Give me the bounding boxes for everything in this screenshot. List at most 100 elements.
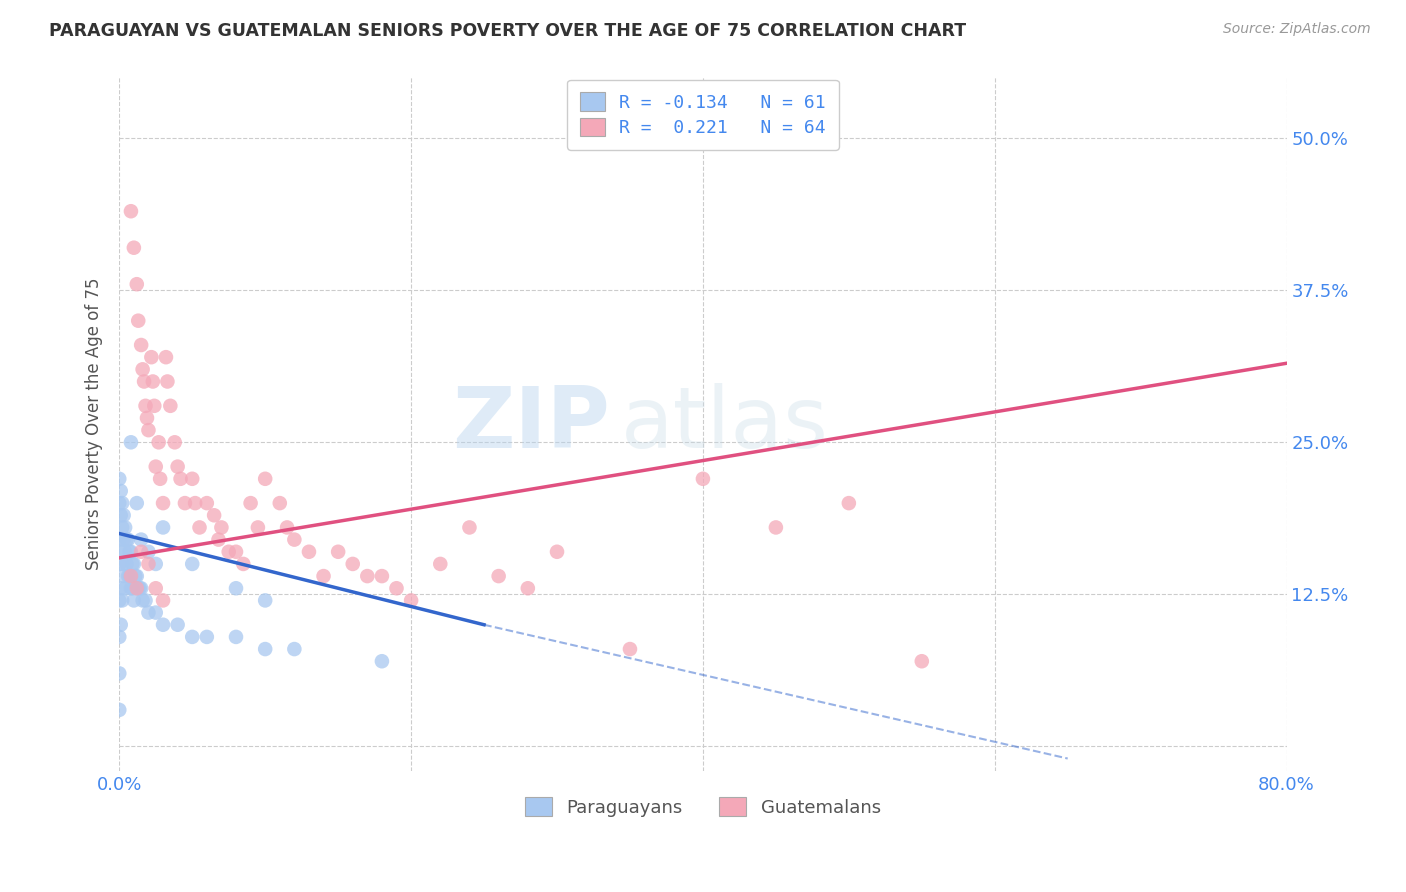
Point <box>131 362 153 376</box>
Point <box>108 593 131 607</box>
Point <box>142 375 165 389</box>
Point <box>169 472 191 486</box>
Point <box>765 520 787 534</box>
Point <box>122 593 145 607</box>
Point <box>145 606 167 620</box>
Point <box>232 557 254 571</box>
Point <box>118 569 141 583</box>
Point <box>218 545 240 559</box>
Point <box>108 557 131 571</box>
Point <box>254 593 277 607</box>
Point <box>546 545 568 559</box>
Point <box>516 581 538 595</box>
Point <box>184 496 207 510</box>
Text: ZIP: ZIP <box>451 383 610 466</box>
Point <box>127 581 149 595</box>
Point <box>312 569 335 583</box>
Point <box>195 630 218 644</box>
Point <box>138 423 160 437</box>
Point <box>138 606 160 620</box>
Point <box>619 642 641 657</box>
Point <box>254 642 277 657</box>
Point <box>488 569 510 583</box>
Point <box>110 545 132 559</box>
Point <box>125 496 148 510</box>
Text: atlas: atlas <box>621 383 830 466</box>
Point <box>152 520 174 534</box>
Point <box>225 581 247 595</box>
Point <box>114 545 136 559</box>
Point <box>145 459 167 474</box>
Point <box>163 435 186 450</box>
Point <box>108 630 131 644</box>
Point <box>127 314 149 328</box>
Point <box>155 350 177 364</box>
Point <box>124 569 146 583</box>
Point <box>399 593 422 607</box>
Point <box>298 545 321 559</box>
Point <box>276 520 298 534</box>
Point <box>166 459 188 474</box>
Point <box>125 581 148 595</box>
Point <box>120 204 142 219</box>
Point <box>328 545 350 559</box>
Point <box>207 533 229 547</box>
Point <box>110 483 132 498</box>
Point <box>225 545 247 559</box>
Point <box>174 496 197 510</box>
Point <box>152 496 174 510</box>
Point <box>118 545 141 559</box>
Point <box>122 557 145 571</box>
Point <box>120 569 142 583</box>
Point <box>159 399 181 413</box>
Text: PARAGUAYAN VS GUATEMALAN SENIORS POVERTY OVER THE AGE OF 75 CORRELATION CHART: PARAGUAYAN VS GUATEMALAN SENIORS POVERTY… <box>49 22 966 40</box>
Point <box>202 508 225 523</box>
Point <box>152 617 174 632</box>
Point <box>121 581 143 595</box>
Point <box>120 435 142 450</box>
Point <box>148 435 170 450</box>
Point <box>254 472 277 486</box>
Point <box>138 557 160 571</box>
Point <box>181 630 204 644</box>
Point <box>110 508 132 523</box>
Point <box>131 593 153 607</box>
Point <box>371 654 394 668</box>
Point <box>114 520 136 534</box>
Point <box>145 557 167 571</box>
Y-axis label: Seniors Poverty Over the Age of 75: Seniors Poverty Over the Age of 75 <box>86 277 103 570</box>
Point <box>429 557 451 571</box>
Point <box>120 581 142 595</box>
Text: Source: ZipAtlas.com: Source: ZipAtlas.com <box>1223 22 1371 37</box>
Point <box>141 350 163 364</box>
Point <box>181 472 204 486</box>
Point <box>108 472 131 486</box>
Point <box>110 617 132 632</box>
Point <box>129 533 152 547</box>
Point <box>152 593 174 607</box>
Point <box>111 557 134 571</box>
Point <box>136 411 159 425</box>
Point <box>166 617 188 632</box>
Point <box>111 520 134 534</box>
Point <box>132 375 155 389</box>
Point <box>371 569 394 583</box>
Point <box>120 545 142 559</box>
Point <box>135 593 157 607</box>
Point <box>115 533 138 547</box>
Point <box>108 666 131 681</box>
Point <box>129 545 152 559</box>
Point <box>111 496 134 510</box>
Point <box>283 642 305 657</box>
Point <box>129 581 152 595</box>
Point <box>356 569 378 583</box>
Point <box>269 496 291 510</box>
Point <box>117 569 139 583</box>
Point <box>112 508 135 523</box>
Point <box>283 533 305 547</box>
Point <box>114 581 136 595</box>
Point <box>115 557 138 571</box>
Point <box>111 593 134 607</box>
Point <box>239 496 262 510</box>
Point <box>117 533 139 547</box>
